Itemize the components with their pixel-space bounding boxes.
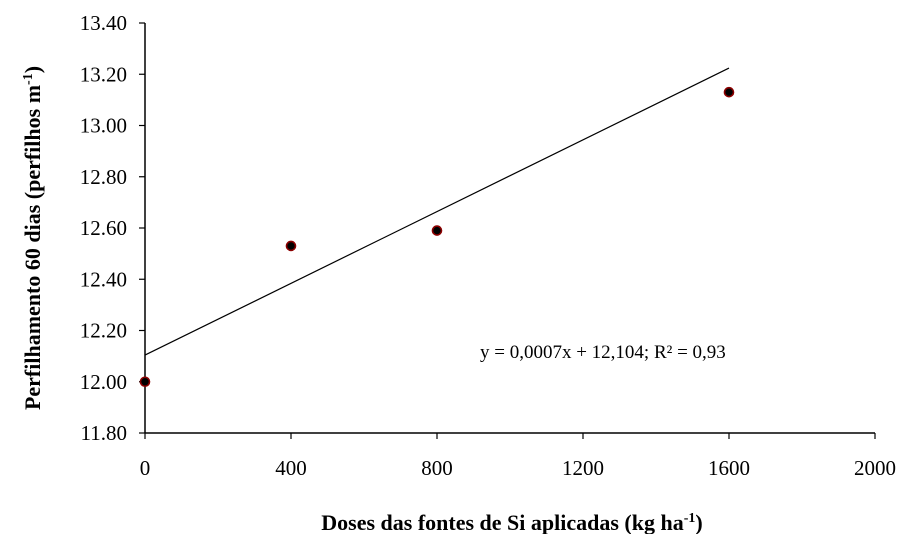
x-axis-title: Doses das fontes de Si aplicadas (kg ha-… [321, 510, 702, 534]
y-tick-label: 13.00 [80, 114, 127, 138]
data-point [723, 86, 735, 98]
y-tick-label: 12.40 [80, 267, 127, 291]
x-tick-label: 1200 [562, 456, 604, 480]
trendline-layer [144, 67, 730, 356]
data-point [431, 225, 443, 236]
y-axis-title-superscript: -1 [21, 73, 36, 85]
y-axis-title-main: Perfilhamento 60 dias (perfilhos m [20, 85, 45, 410]
y-axis-title: Perfilhamento 60 dias (perfilhos m-1) [20, 66, 45, 410]
y-tick-label: 12.80 [80, 165, 127, 189]
x-tick-label: 800 [421, 456, 453, 480]
x-axis-title-end: ) [695, 510, 702, 534]
y-tick-label: 11.80 [81, 421, 127, 445]
y-tick-label: 13.40 [80, 11, 127, 35]
x-tick-label: 2000 [854, 456, 896, 480]
data-points [139, 86, 735, 388]
y-axis-title-end: ) [20, 66, 45, 73]
x-tick-label: 1600 [708, 456, 750, 480]
axes [139, 22, 876, 439]
data-point [285, 240, 297, 252]
x-tick-label: 400 [275, 456, 307, 480]
y-tick-label: 12.00 [80, 370, 127, 394]
trendline [144, 67, 730, 356]
x-tick-label: 0 [140, 456, 151, 480]
x-tick-labels: 0 400 800 1200 1600 2000 [140, 456, 896, 480]
y-tick-label: 13.20 [80, 62, 127, 86]
x-axis-title-superscript: -1 [684, 511, 696, 526]
data-point [139, 376, 151, 388]
x-axis-title-main: Doses das fontes de Si aplicadas (kg ha [321, 510, 683, 534]
y-tick-label: 12.20 [80, 319, 127, 343]
y-tick-label: 12.60 [80, 216, 127, 240]
trendline-equation: y = 0,0007x + 12,104; R² = 0,93 [480, 342, 726, 363]
y-tick-labels: 11.80 12.00 12.20 12.40 12.60 12.80 13.00 13.20… [80, 11, 127, 445]
